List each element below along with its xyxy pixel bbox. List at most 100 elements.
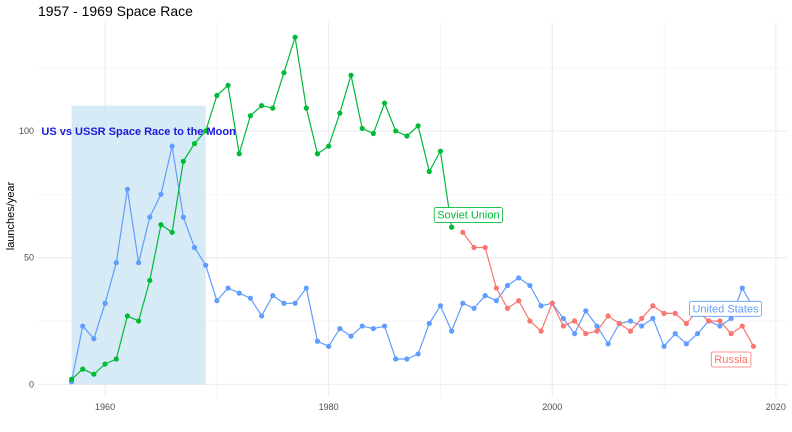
data-point-soviet-union — [370, 130, 376, 137]
data-point-united-states — [426, 320, 432, 327]
data-point-united-states — [460, 300, 466, 306]
data-point-united-states — [583, 308, 589, 314]
data-point-united-states — [169, 143, 175, 149]
data-point-united-states — [717, 323, 723, 329]
data-point-russia — [627, 328, 634, 334]
data-point-united-states — [270, 293, 276, 299]
data-point-russia — [583, 331, 589, 337]
series-label-united-states: United States — [689, 300, 762, 317]
data-point-united-states — [326, 343, 332, 349]
data-point-united-states — [516, 275, 522, 281]
space-race-period-band — [71, 105, 206, 385]
series-label-soviet-union: Soviet Union — [433, 207, 503, 223]
data-point-soviet-union — [91, 371, 97, 377]
data-point-soviet-union — [292, 34, 298, 40]
data-point-united-states — [739, 285, 745, 291]
data-point-united-states — [124, 186, 131, 192]
data-point-soviet-union — [236, 151, 242, 157]
data-point-united-states — [728, 315, 734, 322]
data-point-united-states — [694, 331, 701, 337]
data-point-russia — [527, 318, 533, 324]
series-label-box-russia — [710, 351, 752, 368]
series-label-box-soviet-union — [433, 207, 503, 223]
data-point-united-states — [113, 260, 119, 266]
data-point-russia — [560, 323, 567, 329]
data-point-soviet-union — [180, 158, 186, 164]
data-point-united-states — [449, 328, 455, 334]
data-point-united-states — [404, 356, 410, 362]
data-point-soviet-union — [393, 128, 399, 134]
data-point-united-states — [650, 315, 656, 322]
series-label-text-united-states: United States — [692, 303, 759, 315]
data-point-soviet-union — [80, 366, 86, 372]
data-point-soviet-union — [158, 222, 164, 228]
data-point-soviet-union — [203, 128, 209, 134]
data-point-russia — [538, 328, 544, 334]
series-label-box-united-states — [689, 300, 762, 317]
data-point-soviet-union — [314, 151, 321, 157]
data-point-united-states — [337, 325, 343, 332]
x-tick-label: 1960 — [95, 402, 115, 412]
data-point-soviet-union — [415, 123, 421, 129]
data-point-united-states — [672, 331, 678, 337]
data-point-united-states — [91, 336, 97, 342]
y-tick-label: 0 — [29, 379, 34, 389]
data-point-russia — [639, 315, 645, 322]
data-point-united-states — [136, 260, 142, 266]
chart-title: 1957 - 1969 Space Race — [38, 3, 193, 19]
data-point-soviet-union — [124, 313, 131, 319]
data-point-russia — [493, 285, 499, 291]
data-point-united-states — [504, 282, 511, 289]
data-point-united-states — [258, 313, 265, 319]
data-point-russia — [683, 320, 689, 327]
series-label-text-soviet-union: Soviet Union — [437, 210, 499, 222]
data-point-russia — [605, 313, 611, 319]
data-point-united-states — [158, 191, 164, 197]
data-point-soviet-union — [247, 113, 254, 119]
x-tick-label: 1980 — [319, 402, 339, 412]
x-tick-label: 2000 — [542, 402, 562, 412]
data-point-united-states — [627, 318, 634, 324]
data-point-soviet-union — [281, 70, 287, 76]
series-label-text-russia: Russia — [714, 354, 749, 366]
data-point-united-states — [661, 343, 667, 349]
data-point-united-states — [538, 303, 544, 309]
series-labels: United States Soviet Union Russia — [433, 207, 762, 368]
series-lines — [68, 34, 757, 385]
tick-labels: 1960 1980 2000 2020 0 50 100 — [19, 126, 786, 412]
data-point-united-states — [292, 300, 298, 306]
data-point-united-states — [482, 293, 488, 299]
data-point-russia — [471, 244, 477, 251]
data-point-united-states — [80, 323, 86, 329]
data-point-soviet-union — [326, 143, 332, 149]
y-tick-label: 50 — [24, 253, 34, 263]
data-point-united-states — [605, 341, 611, 347]
data-point-soviet-union — [381, 100, 388, 106]
data-point-united-states — [560, 315, 567, 322]
data-point-soviet-union — [258, 103, 265, 109]
data-point-united-states — [381, 323, 388, 329]
data-point-russia — [672, 310, 678, 316]
data-point-united-states — [203, 262, 209, 268]
data-point-russia — [616, 320, 622, 327]
data-point-united-states — [571, 331, 578, 337]
data-point-russia — [504, 305, 511, 311]
data-point-united-states — [683, 341, 689, 347]
data-point-russia — [750, 343, 757, 349]
series-line-russia — [462, 231, 755, 347]
data-point-russia — [739, 323, 745, 329]
y-axis-title: launches/year — [5, 181, 17, 250]
data-point-united-states — [493, 298, 499, 304]
data-point-united-states — [359, 323, 365, 329]
series-label-russia: Russia — [710, 351, 752, 368]
data-point-united-states — [303, 285, 309, 291]
x-tick-label: 2020 — [766, 402, 786, 412]
data-point-russia — [482, 244, 488, 251]
data-point-united-states — [191, 244, 198, 251]
data-point-soviet-union — [225, 82, 231, 88]
data-point-soviet-union — [348, 72, 354, 78]
data-point-soviet-union — [337, 110, 343, 116]
data-point-russia — [661, 310, 667, 316]
data-point-united-states — [147, 214, 153, 220]
